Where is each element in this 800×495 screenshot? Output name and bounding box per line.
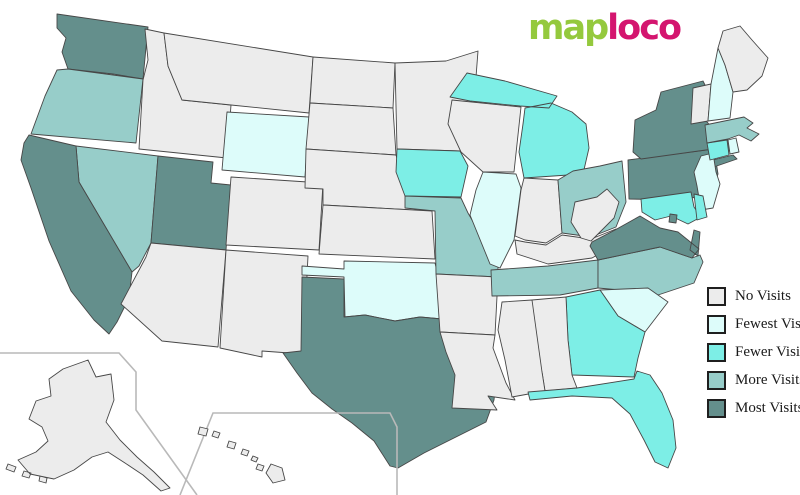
state-district-of-columbia (668, 213, 678, 224)
state-iowa (395, 148, 469, 198)
state-utah (150, 155, 232, 251)
legend-label-no-visits: No Visits (735, 288, 791, 304)
state-alaska (5, 359, 171, 492)
legend-swatch-no-visits (707, 287, 726, 306)
maploco-logo-loco: loco (607, 8, 682, 48)
state-delaware (693, 193, 708, 221)
state-new-mexico (219, 249, 309, 358)
legend-row-no-visits: No Visits (707, 287, 800, 306)
state-virginia (589, 215, 701, 261)
state-wyoming (221, 111, 310, 178)
legend-label-fewest-visits: Fewest Visits (735, 316, 800, 332)
hawaii-inset-border (179, 412, 398, 495)
state-oregon (30, 68, 144, 144)
legend-label-most-visits: Most Visits (735, 400, 800, 416)
alaska-inset-border (0, 352, 198, 495)
state-hawaii (197, 426, 286, 484)
legend-row-fewest-visits: Fewest Visits (707, 315, 800, 334)
state-tennessee (490, 259, 599, 297)
legend-label-more-visits: More Visits (735, 372, 800, 388)
state-maryland (640, 191, 702, 225)
legend-swatch-fewest-visits (707, 315, 726, 334)
legend-row-more-visits: More Visits (707, 371, 800, 390)
state-connecticut (706, 139, 730, 161)
state-california (20, 134, 133, 335)
legend-row-fewer-visits: Fewer Visits (707, 343, 800, 362)
legend-label-fewer-visits: Fewer Visits (735, 344, 800, 360)
maploco-logo-map: map (528, 8, 609, 48)
state-michigan (449, 72, 590, 179)
legend-swatch-more-visits (707, 371, 726, 390)
state-west-virginia (570, 188, 620, 242)
visit-legend: No Visits Fewest Visits Fewer Visits Mor… (707, 287, 800, 428)
state-south-dakota (305, 102, 397, 156)
maploco-logo[interactable]: maploco (528, 8, 682, 52)
state-arkansas (435, 273, 499, 336)
state-indiana (514, 177, 563, 244)
legend-swatch-fewer-visits (707, 343, 726, 362)
state-kansas (318, 204, 436, 260)
state-maine (717, 25, 769, 93)
state-massachusetts (704, 116, 760, 144)
legend-swatch-most-visits (707, 399, 726, 418)
legend-row-most-visits: Most Visits (707, 399, 800, 418)
state-north-dakota (309, 56, 396, 109)
state-florida (527, 370, 677, 469)
state-rhode-island (727, 137, 740, 155)
state-louisiana (439, 331, 516, 411)
state-illinois (469, 171, 522, 269)
